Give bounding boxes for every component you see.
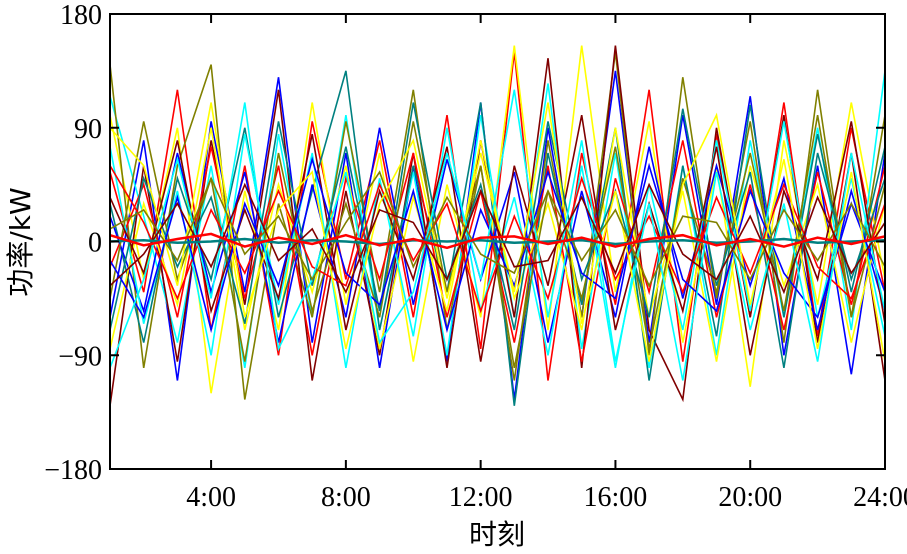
x-tick-label: 16:00 xyxy=(584,482,648,513)
series-line xyxy=(109,182,886,295)
y-tick-label: 180 xyxy=(60,0,102,31)
series-line xyxy=(109,89,886,381)
series-line xyxy=(109,51,886,400)
series-line xyxy=(109,170,886,288)
y-axis-title: 功率/kW xyxy=(4,187,37,296)
y-tick-label: −90 xyxy=(58,341,102,372)
x-tick-label: 20:00 xyxy=(718,482,782,513)
y-tick-label: 90 xyxy=(74,114,102,145)
series-line xyxy=(109,232,886,250)
x-axis-title: 时刻 xyxy=(469,518,525,551)
x-tick-label: 24:00 xyxy=(853,482,907,513)
series-line xyxy=(109,156,886,334)
series-lines xyxy=(109,45,886,406)
axis-ticks: 4:00 8:00 12:00 16:00 20:00 24:00 180 90 0 −90 −18… xyxy=(44,0,907,513)
y-tick-label: 0 xyxy=(88,228,102,259)
y-tick-label: −180 xyxy=(44,455,102,486)
x-tick-label: 8:00 xyxy=(321,482,371,513)
x-tick-label: 4:00 xyxy=(186,482,236,513)
x-tick-label: 12:00 xyxy=(449,482,513,513)
series-line xyxy=(109,102,886,362)
